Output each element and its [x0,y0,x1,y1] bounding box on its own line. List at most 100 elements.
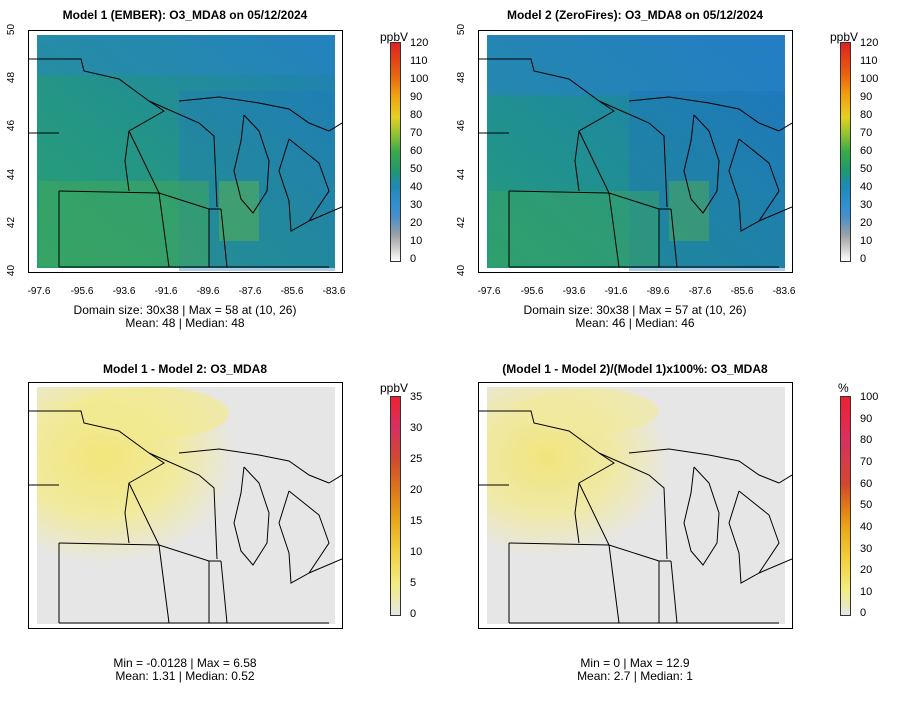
colorbar-label: 20 [860,217,873,229]
colorbar-label: 10 [860,235,873,247]
stats-line: Mean: 46 | Median: 46 [575,316,695,330]
stats-line: Mean: 2.7 | Median: 1 [577,669,693,683]
colorbar-label: 110 [860,55,878,67]
colorbar-label: 60 [860,478,873,490]
x-tick-label: -87.6 [688,286,712,297]
colorbar-label: 35 [410,391,423,403]
colorbar-label: 80 [410,109,423,121]
x-tick-label: -91.6 [154,286,178,297]
colorbar-label: 0 [410,608,417,620]
colorbar-label: 0 [410,253,417,265]
colorbar-label: 20 [410,217,423,229]
x-tick-label: -97.6 [477,286,501,297]
stats-line: Mean: 48 | Median: 48 [125,316,245,330]
colorbar-label: 30 [410,199,423,211]
colorbar-label: 10 [410,235,423,247]
x-tick-label: -93.6 [112,286,136,297]
x-tick-label: -83.6 [772,286,796,297]
map-plot [478,30,793,273]
colorbar-label: 110 [410,55,428,67]
colorbar [840,396,851,616]
colorbar-label: 70 [410,127,423,139]
x-tick-label: -87.6 [238,286,262,297]
x-tick-label: -85.6 [280,286,304,297]
colorbar-unit: % [838,381,849,395]
panel-title: Model 1 - Model 2: O3_MDA8 [102,362,268,376]
colorbar-label: 20 [410,484,423,496]
colorbar-label: 10 [410,546,423,558]
map-plot [28,30,343,273]
colorbar-label: 60 [860,145,873,157]
y-tick-label: 42 [6,216,18,229]
stats-line: Mean: 1.31 | Median: 0.52 [115,669,255,683]
colorbar-label: 120 [860,37,879,49]
y-tick-label: 50 [6,23,18,36]
y-tick-label: 40 [6,264,18,277]
ozone-map [479,35,792,271]
y-tick-label: 48 [6,71,18,84]
colorbar-label: 70 [860,127,873,139]
colorbar-unit: ppbV [380,381,409,395]
colorbar-label: 40 [410,181,423,193]
stats-line: Domain size: 30x38 | Max = 58 at (10, 26… [73,303,297,317]
colorbar-label: 90 [860,413,873,425]
x-tick-label: -89.6 [196,286,220,297]
colorbar [390,396,401,616]
y-tick-label: 50 [456,23,468,36]
x-tick-label: -83.6 [322,286,346,297]
colorbar-label: 40 [860,181,873,193]
colorbar-label: 0 [860,253,867,265]
y-tick-label: 46 [6,119,18,132]
colorbar-label: 30 [860,543,873,555]
colorbar-label: 20 [860,564,873,576]
y-tick-label: 44 [6,168,18,181]
stats-line: Min = -0.0128 | Max = 6.58 [113,656,257,670]
y-tick-label: 46 [456,119,468,132]
colorbar-unit: ppbV [830,30,859,44]
state-boundaries [29,58,342,268]
x-tick-label: -95.6 [70,286,94,297]
map-plot [28,382,343,629]
colorbar-label: 50 [860,163,873,175]
colorbar-label: 100 [860,391,879,403]
y-tick-label: 42 [456,216,468,229]
state-boundaries [479,58,792,268]
panel-title: (Model 1 - Model 2)/(Model 1)x100%: O3_M… [502,362,768,376]
colorbar-unit: ppbV [380,30,409,44]
state-boundaries [29,410,342,624]
colorbar-label: 80 [860,109,873,121]
difference-map [29,387,342,624]
y-tick-label: 40 [456,264,468,277]
colorbar-label: 30 [860,199,873,211]
colorbar-label: 30 [410,422,423,434]
colorbar-label: 120 [410,37,429,49]
percent-difference-map [479,387,792,624]
y-tick-label: 48 [456,71,468,84]
colorbar-label: 5 [410,577,417,589]
state-boundaries [479,410,792,624]
colorbar-label: 40 [860,521,873,533]
colorbar-label: 60 [410,145,423,157]
colorbar-label: 90 [860,91,873,103]
ozone-map [29,35,342,271]
x-tick-label: -95.6 [520,286,544,297]
stats-line: Min = 0 | Max = 12.9 [580,656,690,670]
colorbar-label: 10 [860,586,873,598]
colorbar [840,42,851,262]
colorbar-label: 100 [410,73,429,85]
colorbar-label: 50 [860,499,873,511]
colorbar-label: 90 [410,91,423,103]
colorbar-label: 80 [860,434,873,446]
stats-line: Domain size: 30x38 | Max = 57 at (10, 26… [523,303,747,317]
colorbar-label: 50 [410,163,423,175]
x-tick-label: -85.6 [730,286,754,297]
x-tick-label: -89.6 [646,286,670,297]
colorbar-label: 25 [410,453,423,465]
colorbar-label: 15 [410,515,423,527]
y-tick-label: 44 [456,168,468,181]
panel-title: Model 2 (ZeroFires): O3_MDA8 on 05/12/20… [506,8,764,22]
map-plot [478,382,793,629]
colorbar-label: 100 [860,73,879,85]
colorbar [390,42,401,262]
colorbar-label: 0 [860,607,867,619]
